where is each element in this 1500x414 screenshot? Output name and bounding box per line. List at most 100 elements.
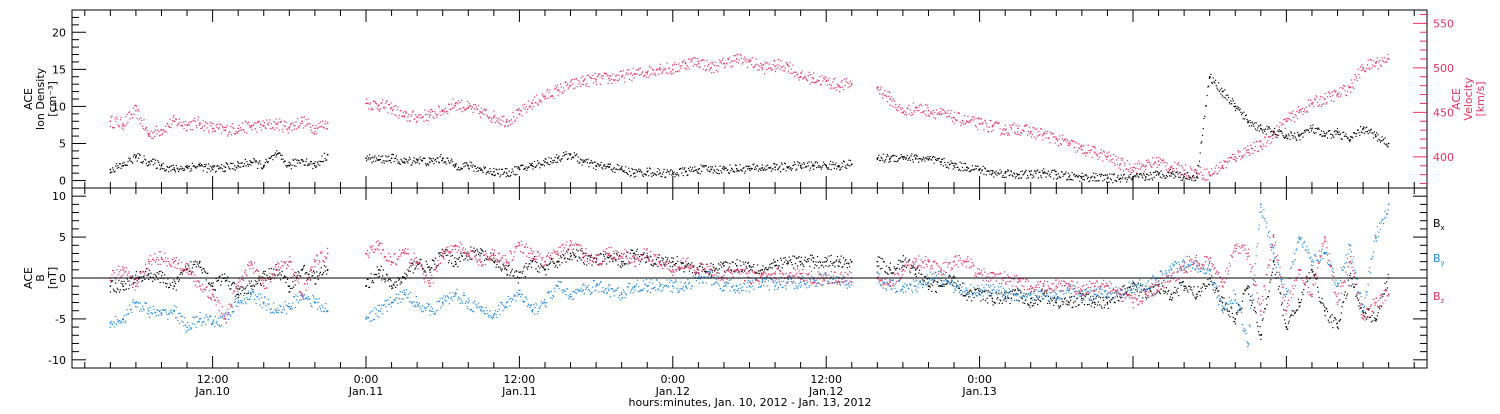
bx-dot-129 <box>209 282 210 283</box>
bx-dot-967 <box>915 273 916 274</box>
density-dot-969 <box>917 156 918 157</box>
velocity-dot-247 <box>299 125 300 126</box>
velocity-dot-539 <box>562 91 563 92</box>
velocity-dot-8 <box>116 117 117 118</box>
density-dot-640 <box>639 171 640 172</box>
velocity-dot-1139 <box>1047 131 1048 132</box>
density-dot-805 <box>766 165 767 166</box>
density-dot-753 <box>726 168 727 169</box>
bx-dot-1403 <box>1249 300 1250 301</box>
density-dot-891 <box>831 164 832 165</box>
bx-dot-134 <box>213 283 214 284</box>
velocity-dot-450 <box>493 110 494 111</box>
bx-dot-174 <box>243 288 244 289</box>
bx-dot-796 <box>759 273 760 274</box>
density-dot-620 <box>624 170 625 171</box>
density-dot-1013 <box>950 160 951 161</box>
density-dot-59 <box>155 160 156 161</box>
bx-dot-834 <box>788 263 789 264</box>
density-dot-1518 <box>1338 134 1339 135</box>
velocity-dot-1243 <box>1127 160 1128 161</box>
velocity-dot-531 <box>555 88 556 89</box>
velocity-dot-1359 <box>1216 165 1217 166</box>
bx-dot-124 <box>205 272 206 273</box>
velocity-dot-22 <box>127 114 128 115</box>
density-dot-282 <box>326 159 327 160</box>
velocity-dot-560 <box>578 80 579 81</box>
velocity-dot-676 <box>667 63 668 64</box>
density-dot-1010 <box>948 167 949 168</box>
bx-dot-1210 <box>1101 308 1102 309</box>
bx-dot-246 <box>298 272 299 273</box>
velocity-dot-1310 <box>1178 162 1179 163</box>
density-dot-228 <box>285 161 286 162</box>
velocity-dot-241 <box>295 125 296 126</box>
density-dot-1347 <box>1207 95 1208 96</box>
density-dot-1248 <box>1131 178 1132 179</box>
bx-dot-1135 <box>1044 292 1045 293</box>
bx-dot-856 <box>805 257 806 258</box>
bx-dot-130 <box>209 284 210 285</box>
density-dot-948 <box>901 154 902 155</box>
velocity-dot-63 <box>158 131 159 132</box>
density-dot-1529 <box>1346 136 1347 137</box>
velocity-dot-941 <box>895 104 896 105</box>
density-dot-174 <box>243 165 244 166</box>
velocity-dot-227 <box>284 121 285 122</box>
bx-dot-1090 <box>1009 303 1010 304</box>
bx-dot-25 <box>129 284 130 285</box>
velocity-dot-1084 <box>1005 125 1006 126</box>
velocity-dot-107 <box>192 129 193 130</box>
velocity-dot-1387 <box>1237 150 1238 151</box>
velocity-dot-262 <box>311 129 312 130</box>
velocity-dot-1299 <box>1170 167 1171 168</box>
velocity-dot-1540 <box>1355 74 1356 75</box>
density-dot-1528 <box>1345 133 1346 134</box>
velocity-dot-256 <box>306 125 307 126</box>
density-dot-1222 <box>1111 179 1112 180</box>
density-dot-1254 <box>1135 176 1136 177</box>
velocity-dot-513 <box>542 93 543 94</box>
velocity-dot-1244 <box>1128 169 1129 170</box>
velocity-dot-1069 <box>993 125 994 126</box>
velocity-dot-555 <box>574 78 575 79</box>
velocity-dot-548 <box>568 87 569 88</box>
velocity-point-58 <box>889 98 891 100</box>
density-dot-343 <box>411 164 412 165</box>
velocity-dot-1168 <box>1069 141 1070 142</box>
density-dot-1489 <box>1315 132 1316 133</box>
velocity-dot-1453 <box>1288 118 1289 119</box>
density-dot-714 <box>696 169 697 170</box>
bx-dot-1375 <box>1228 314 1229 315</box>
density-dot-1412 <box>1256 130 1257 131</box>
velocity-point-70 <box>1043 134 1045 136</box>
bx-dot-971 <box>918 272 919 273</box>
bx-dot-183 <box>250 292 251 293</box>
bx-dot-975 <box>921 274 922 275</box>
velocity-dot-1085 <box>1006 128 1007 129</box>
velocity-dot-830 <box>785 68 786 69</box>
bx-dot-820 <box>777 260 778 261</box>
density-dot-630 <box>631 168 632 169</box>
velocity-dot-1344 <box>1204 169 1205 170</box>
velocity-dot-900 <box>838 87 839 88</box>
density-dot-1417 <box>1260 124 1261 125</box>
density-dot-1333 <box>1196 173 1197 174</box>
bx-dot-1205 <box>1098 301 1099 302</box>
velocity-dot-1304 <box>1174 171 1175 172</box>
velocity-dot-1063 <box>989 127 990 128</box>
bx-dot-736 <box>713 264 714 265</box>
bx-dot-557 <box>575 256 576 257</box>
bx-dot-920 <box>879 257 880 258</box>
velocity-dot-744 <box>719 59 720 60</box>
bx-dot-34 <box>136 271 137 272</box>
density-dot-1380 <box>1232 98 1233 99</box>
bx-dot-1143 <box>1050 298 1051 299</box>
velocity-dot-1395 <box>1243 148 1244 149</box>
bx-dot-690 <box>677 261 678 262</box>
bx-point-34 <box>570 253 572 255</box>
density-dot-1399 <box>1246 119 1247 120</box>
density-dot-413 <box>465 165 466 166</box>
velocity-dot-127 <box>207 123 208 124</box>
density-dot-1351 <box>1210 77 1211 78</box>
